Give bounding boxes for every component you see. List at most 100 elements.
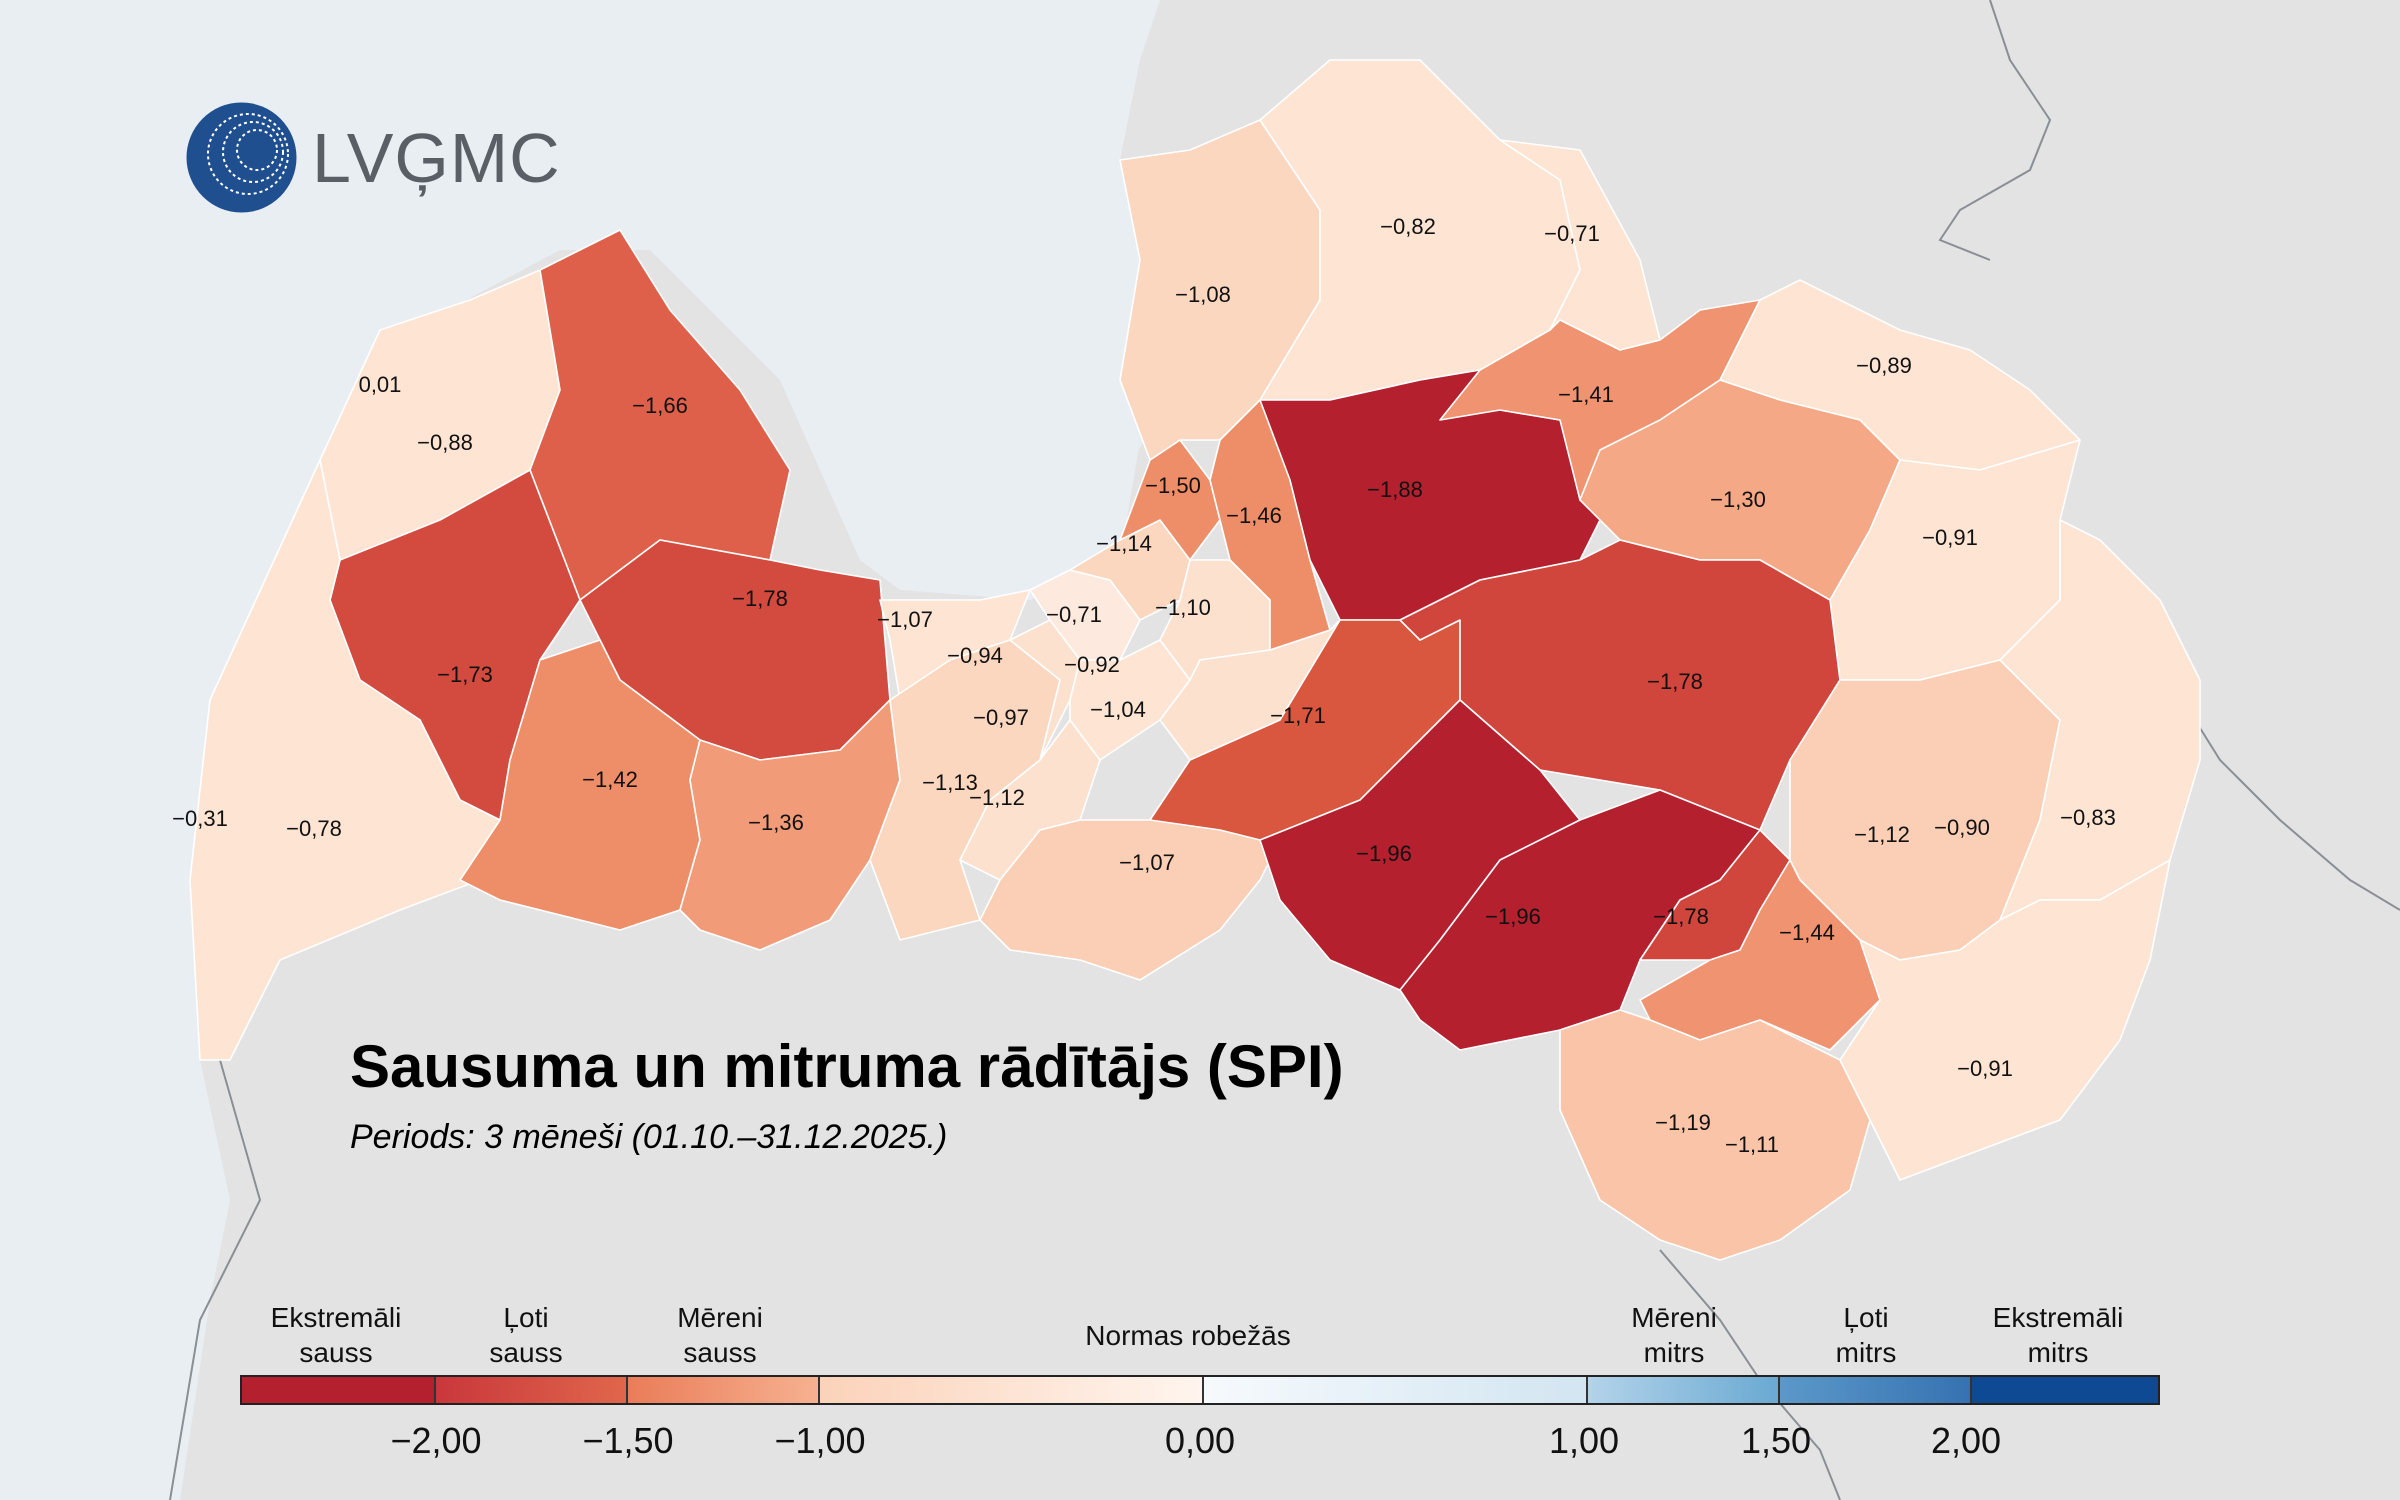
region-value-label: −1,44 — [1779, 920, 1835, 945]
legend-tick: −2,00 — [390, 1420, 482, 1461]
region-value-label: −0,88 — [417, 430, 473, 455]
region-value-label: −1,13 — [922, 770, 978, 795]
legend-tick: −1,50 — [582, 1420, 674, 1461]
region-value-label: −1,46 — [1226, 503, 1282, 528]
legend-class-moderately-wet: Mēreni mitrs — [1554, 1300, 1794, 1370]
region-value-label: −0,92 — [1064, 652, 1120, 677]
legend-class-line1: Ekstremāli — [1992, 1302, 2124, 1333]
legend-class-extreme-wet: Ekstremāli mitrs — [1938, 1300, 2178, 1370]
region-daugavpils[interactable] — [1559, 1009, 1871, 1261]
legend-class-line2: sauss — [299, 1337, 373, 1368]
legend-class-line2: sauss — [489, 1337, 563, 1368]
region-value-label: −1,36 — [748, 810, 804, 835]
legend-tick: 0,00 — [1164, 1420, 1236, 1461]
border-line-east — [2169, 679, 2400, 911]
legend-seg-extreme-wet — [1970, 1377, 2158, 1403]
legend-sep — [818, 1377, 820, 1403]
region-value-label: −1,42 — [582, 767, 638, 792]
legend-seg-normal-wet — [1202, 1377, 1586, 1403]
region-value-label: −1,11 — [1725, 1132, 1779, 1157]
baltic-sea-south — [0, 1060, 230, 1500]
region-value-label: −1,71 — [1270, 703, 1326, 728]
region-value-label: −0,71 — [1544, 221, 1600, 246]
legend-sep — [626, 1377, 628, 1403]
region-value-label: −0,90 — [1934, 815, 1990, 840]
region-value-label: −1,78 — [1647, 669, 1703, 694]
legend-class-normal: Normas robežās — [1068, 1318, 1308, 1353]
legend-seg-extreme-dry — [242, 1377, 434, 1403]
region-value-label: −1,12 — [969, 785, 1025, 810]
legend-class-line2: mitrs — [1643, 1337, 1705, 1368]
region-value-label: −1,78 — [1653, 904, 1709, 929]
legend-class-very-wet: Ļoti mitrs — [1746, 1300, 1986, 1370]
legend-sep — [1970, 1377, 1972, 1403]
legend-class-line2: mitrs — [1835, 1337, 1897, 1368]
map-subtitle: Periods: 3 mēneši (01.10.–31.12.2025.) — [350, 1118, 948, 1156]
region-value-label: −1,96 — [1485, 904, 1541, 929]
legend-tick: 1,00 — [1548, 1420, 1620, 1461]
legend-class-very-dry: Ļoti sauss — [406, 1300, 646, 1370]
legend-class-line1: Ekstremāli — [270, 1302, 402, 1333]
region-cesis[interactable] — [1259, 369, 1611, 621]
region-value-label: −1,07 — [877, 607, 933, 632]
baltic-sea — [0, 0, 1170, 1060]
region-value-label: −1,12 — [1854, 822, 1910, 847]
lvgmc-logo: LVĢMC — [184, 100, 584, 220]
legend-tick: 2,00 — [1930, 1420, 2002, 1461]
border-line-sw — [169, 1059, 262, 1500]
latvia-regions — [189, 59, 2201, 1261]
legend-class-moderately-dry: Mēreni sauss — [600, 1300, 840, 1370]
region-value-label: −1,04 — [1090, 697, 1146, 722]
map-title: Sausuma un mitruma rādītājs (SPI) — [350, 1033, 1344, 1100]
legend-sep — [1586, 1377, 1588, 1403]
legend-sep — [1202, 1377, 1204, 1403]
legend-class-line2: sauss — [683, 1337, 757, 1368]
legend-seg-moderately-wet — [1586, 1377, 1778, 1403]
region-value-label: 0,01 — [359, 372, 402, 397]
lvgmc-globe-logo-icon — [186, 102, 297, 213]
legend-class-extreme-dry: Ekstremāli sauss — [216, 1300, 456, 1370]
region-value-label: −1,88 — [1367, 477, 1423, 502]
region-value-label: −0,83 — [2060, 805, 2116, 830]
region-value-label: −1,66 — [632, 393, 688, 418]
legend-class-line1: Normas robežās — [1085, 1320, 1291, 1351]
region-value-label: −1,73 — [437, 662, 493, 687]
region-value-label: −0,78 — [286, 816, 342, 841]
legend-seg-normal-dry — [818, 1377, 1202, 1403]
legend-sep — [1778, 1377, 1780, 1403]
region-value-label: −0,91 — [1922, 525, 1978, 550]
legend-class-line1: Mēreni — [677, 1302, 763, 1333]
region-value-label: −1,30 — [1710, 487, 1766, 512]
legend-tick: −1,00 — [774, 1420, 866, 1461]
legend-class-line1: Ļoti — [503, 1302, 549, 1333]
region-value-label: −1,07 — [1119, 850, 1175, 875]
region-value-label: −1,50 — [1145, 473, 1201, 498]
legend-seg-very-wet — [1778, 1377, 1970, 1403]
logo-text: LVĢMC — [312, 119, 561, 197]
region-value-label: −1,78 — [732, 586, 788, 611]
region-value-label: −0,71 — [1046, 602, 1102, 627]
legend-seg-very-dry — [434, 1377, 626, 1403]
legend-tick: 1,50 — [1740, 1420, 1812, 1461]
region-value-label: −1,96 — [1356, 841, 1412, 866]
legend-class-line1: Mēreni — [1631, 1302, 1717, 1333]
region-ludza[interactable] — [1999, 519, 2201, 921]
region-value-label: −0,97 — [973, 705, 1029, 730]
legend-sep — [434, 1377, 436, 1403]
region-value-label: −1,14 — [1096, 531, 1152, 556]
region-value-label: −0,89 — [1856, 353, 1912, 378]
region-value-label: −0,91 — [1957, 1056, 2013, 1081]
region-value-label: −1,10 — [1155, 595, 1211, 620]
region-dobele[interactable] — [679, 699, 901, 951]
region-value-label: −1,19 — [1655, 1110, 1711, 1135]
region-value-label: −0,94 — [947, 643, 1003, 668]
region-kraslava[interactable] — [1839, 859, 2171, 1181]
legend-class-line1: Ļoti — [1843, 1302, 1889, 1333]
border-line-north — [1938, 0, 2052, 261]
legend-color-bar — [240, 1375, 2160, 1405]
legend-seg-moderately-dry — [626, 1377, 818, 1403]
region-value-label: −0,31 — [172, 806, 228, 831]
region-value-label: −1,41 — [1558, 382, 1614, 407]
region-value-labels: 0,01 −0,88 −1,66 −1,73 −1,78 −0,31 −0,78 −1,42 −… — [172, 214, 2116, 1157]
